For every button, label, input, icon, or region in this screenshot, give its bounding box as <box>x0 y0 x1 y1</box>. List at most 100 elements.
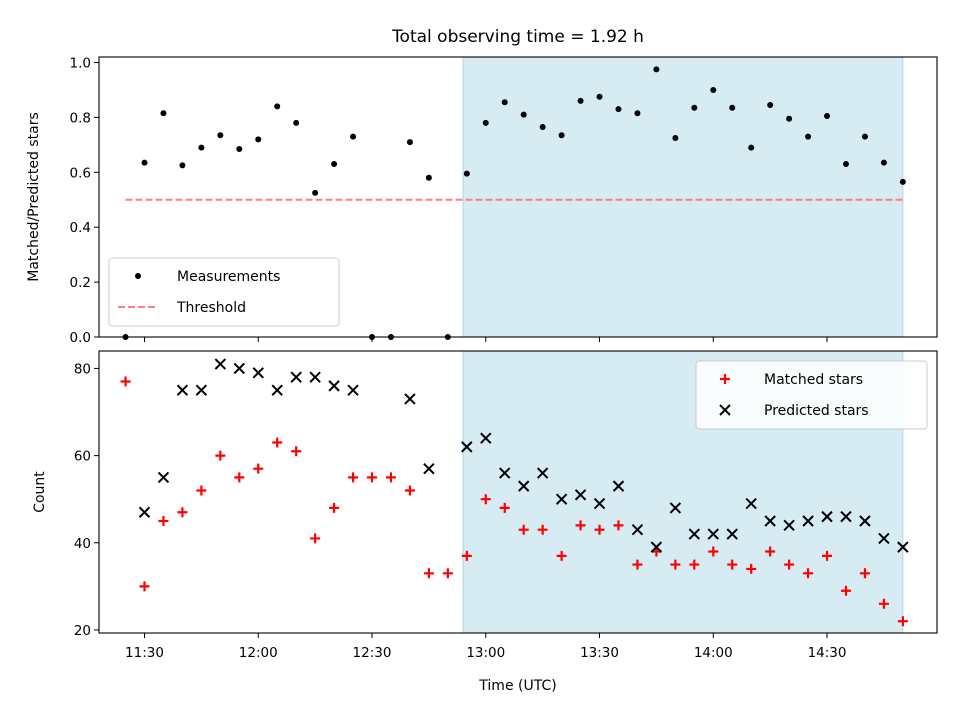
y-axis-label-bottom: Count <box>32 471 48 513</box>
y-tick-label: 0.4 <box>70 220 91 236</box>
predicted-stars-point <box>536 467 549 479</box>
matched-stars-point <box>784 559 795 570</box>
chart-title: Total observing time = 1.92 h <box>391 27 644 47</box>
shaded-region <box>462 56 904 338</box>
measurement-point <box>596 93 603 100</box>
bottom-panel: 11:30 12:00 12:30 13:00 13:30 14:00 14:30 20 40 6… <box>74 350 938 661</box>
predicted-stars-point <box>157 471 170 484</box>
predicted-stars-point <box>688 528 701 540</box>
x-tick-label: 14:30 <box>808 645 847 661</box>
matched-stars-point <box>670 559 681 570</box>
y-tick-label: 0.6 <box>70 165 91 181</box>
legend-box <box>695 360 928 430</box>
measurement-point <box>179 162 186 169</box>
y-tick-label: 0.0 <box>70 330 91 346</box>
matched-stars-point <box>423 568 434 579</box>
predicted-stars-point <box>195 384 208 396</box>
predicted-stars-point <box>214 358 227 370</box>
predicted-stars-point <box>650 541 663 553</box>
x-tick-label: 14:00 <box>694 645 733 661</box>
predicted-stars-point <box>878 532 890 545</box>
predicted-stars-point <box>574 489 587 501</box>
matched-stars-point <box>727 559 738 570</box>
matched-stars-point <box>442 568 453 579</box>
matched-stars-point <box>385 472 396 483</box>
matched-stars-point <box>840 585 851 596</box>
matched-stars-point <box>575 520 586 531</box>
predicted-stars-point <box>461 441 473 453</box>
measurement-point <box>615 106 622 113</box>
x-tick-label: 13:30 <box>580 645 619 661</box>
axes-frame <box>98 350 938 634</box>
measurement-point <box>653 66 660 73</box>
predicted-stars-point <box>290 371 302 383</box>
matched-stars-point <box>859 568 870 579</box>
matched-stars-point <box>139 581 150 592</box>
matched-stars-point <box>746 563 757 574</box>
matched-stars-point <box>878 598 889 609</box>
legend-label: Measurements <box>177 269 280 285</box>
matched-stars-point <box>196 485 207 496</box>
predicted-stars-point <box>859 515 871 527</box>
predicted-stars-point <box>233 362 246 375</box>
axes-frame <box>98 56 938 338</box>
y-tick-label: 1.0 <box>70 55 91 71</box>
matched-stars-point <box>613 520 624 531</box>
y-tick-label: 0.2 <box>70 275 91 291</box>
x-tick-label: 13:00 <box>466 645 505 661</box>
predicted-stars-point <box>745 497 757 510</box>
measurement-point <box>520 111 527 118</box>
matched-stars-point <box>348 472 359 483</box>
measurement-point <box>236 145 243 152</box>
legend-label: Predicted stars <box>764 403 869 419</box>
predicted-stars-point <box>404 393 416 405</box>
predicted-stars-point <box>309 371 321 383</box>
predicted-stars-point <box>897 541 909 553</box>
predicted-stars-point <box>499 467 511 479</box>
measurement-point <box>729 104 736 111</box>
legend-predicted-swatch <box>719 404 731 416</box>
predicted-stars-point <box>555 493 568 505</box>
x-tick-label: 12:00 <box>239 645 278 661</box>
matched-stars-point <box>689 559 700 570</box>
measurement-point <box>331 161 338 168</box>
measurement-point <box>217 132 224 139</box>
legend-measurements-swatch <box>135 273 141 279</box>
measurement-point <box>634 110 641 117</box>
matched-stars-point <box>822 550 833 561</box>
matched-stars-point <box>480 494 491 505</box>
matched-stars-point <box>518 524 529 535</box>
y-tick-label: 40 <box>74 536 91 552</box>
measurement-point <box>558 132 565 139</box>
matched-stars-point <box>120 376 131 387</box>
predicted-stars-point <box>612 480 625 492</box>
x-tick-label: 11:30 <box>125 645 164 661</box>
matched-stars-point <box>632 559 643 570</box>
measurement-point <box>691 104 698 111</box>
predicted-stars-point <box>631 523 644 536</box>
matched-stars-point <box>272 437 283 448</box>
y-tick-label: 20 <box>74 623 91 639</box>
predicted-stars-point <box>328 380 340 392</box>
matched-stars-point <box>291 446 302 457</box>
y-tick-label: 0.8 <box>70 110 91 126</box>
matched-stars-point <box>310 533 321 544</box>
matched-stars-point <box>708 546 719 557</box>
predicted-stars-point <box>802 515 814 527</box>
legend-matched-swatch <box>720 374 730 384</box>
predicted-stars-point <box>480 432 492 444</box>
legend-box <box>108 257 340 327</box>
legend-label: Threshold <box>176 300 246 316</box>
predicted-stars-point <box>821 510 833 523</box>
measurement-point <box>577 97 584 104</box>
matched-stars-point <box>499 502 510 513</box>
measurement-point <box>350 133 357 140</box>
matched-stars-point <box>177 507 188 518</box>
y-axis-label-top: Matched/Predicted stars <box>26 112 42 282</box>
measurement-point <box>425 174 432 181</box>
matched-stars-point <box>158 515 169 526</box>
measurement-point <box>880 159 887 166</box>
predicted-stars-point <box>271 384 283 396</box>
measurement-point <box>293 119 300 126</box>
